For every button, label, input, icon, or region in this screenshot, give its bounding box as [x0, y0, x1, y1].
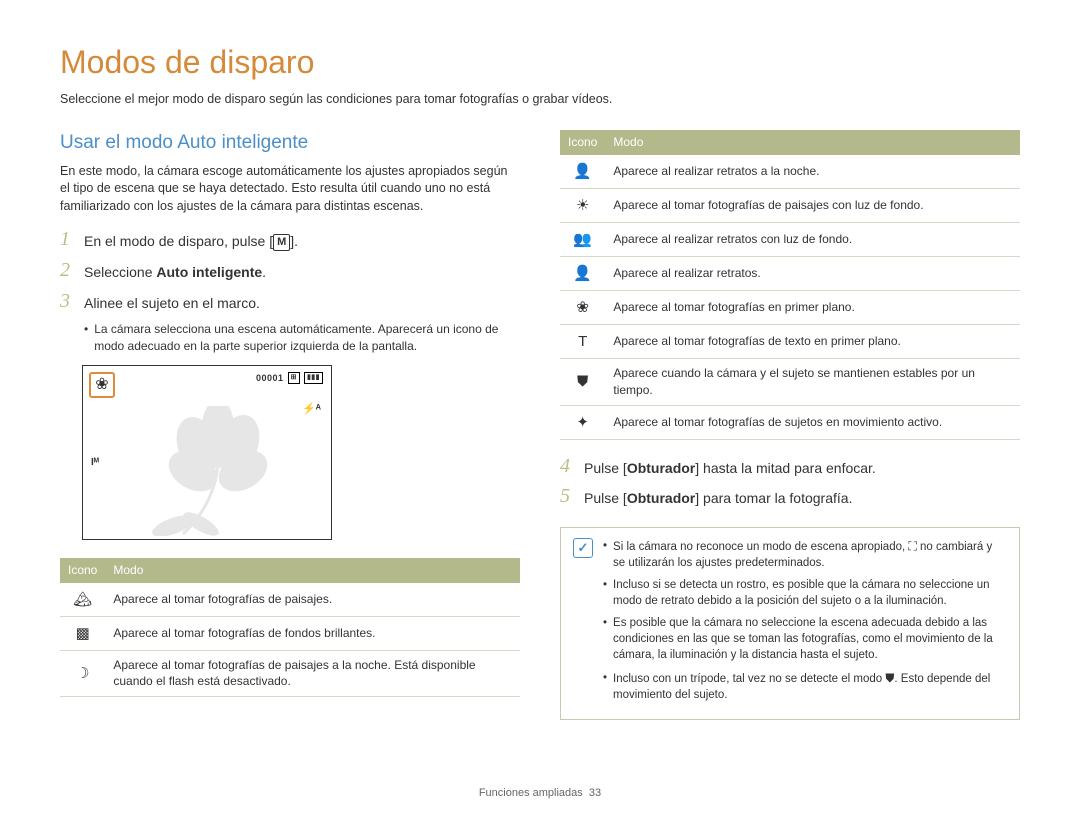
- battery-icon: ▮▮▮: [304, 372, 323, 384]
- memory-icon: ⊞: [288, 372, 300, 384]
- section-intro: En este modo, la cámara escoge automátic…: [60, 163, 520, 216]
- mode-icon: ▩: [60, 616, 105, 650]
- note-icon: ✓: [573, 538, 593, 558]
- step-text: En el modo de disparo, pulse [M].: [84, 229, 298, 252]
- table-header-modo: Modo: [605, 130, 1020, 155]
- preview-mode-label: Iᴹ: [91, 456, 99, 470]
- table-row: ☀Aparece al tomar fotografías de paisaje…: [560, 189, 1020, 223]
- mode-desc: Aparece al tomar fotografías de texto en…: [605, 325, 1020, 359]
- mode-icon: ❀: [560, 291, 605, 325]
- mode-icon: ☽: [60, 650, 105, 697]
- table-row: ⛊Aparece cuando la cámara y el sujeto se…: [560, 359, 1020, 406]
- note-item: Incluso con un trípode, tal vez no se de…: [603, 670, 1007, 703]
- step-5: 5 Pulse [Obturador] para tomar la fotogr…: [560, 486, 1020, 509]
- mode-desc: Aparece al tomar fotografías en primer p…: [605, 291, 1020, 325]
- step-1: 1 En el modo de disparo, pulse [M].: [60, 229, 520, 252]
- flash-icon: ⚡ᴬ: [302, 402, 321, 417]
- step-number: 2: [60, 260, 76, 283]
- step-text: Seleccione Auto inteligente.: [84, 260, 266, 283]
- right-column: Icono Modo 👤Aparece al realizar retratos…: [560, 130, 1020, 719]
- table-row: 👤Aparece al realizar retratos a la noche…: [560, 155, 1020, 189]
- inline-mode-icon: ⛶: [908, 539, 916, 553]
- mode-desc: Aparece al tomar fotografías de paisajes…: [105, 583, 520, 617]
- table-row: ❀Aparece al tomar fotografías en primer …: [560, 291, 1020, 325]
- preview-top-status: 00001 ⊞ ▮▮▮: [256, 372, 323, 385]
- note-item: Si la cámara no reconoce un modo de esce…: [603, 538, 1007, 571]
- left-column: Usar el modo Auto inteligente En este mo…: [60, 130, 520, 719]
- mode-icon: ☀: [560, 189, 605, 223]
- table-row: ▩Aparece al tomar fotografías de fondos …: [60, 616, 520, 650]
- mode-icon: ✦: [560, 405, 605, 439]
- step-text: Pulse [Obturador] hasta la mitad para en…: [584, 456, 876, 479]
- step-text: Pulse [Obturador] para tomar la fotograf…: [584, 486, 852, 509]
- step-number: 4: [560, 456, 576, 479]
- camera-screen-preview: ❀ 00001 ⊞ ▮▮▮ ⚡ᴬ Iᴹ: [82, 365, 332, 540]
- table-row: ☽Aparece al tomar fotografías de paisaje…: [60, 650, 520, 697]
- notes-list: Si la cámara no reconoce un modo de esce…: [603, 538, 1007, 709]
- step-4: 4 Pulse [Obturador] hasta la mitad para …: [560, 456, 1020, 479]
- mode-icon: 🏔: [60, 583, 105, 617]
- step-number: 5: [560, 486, 576, 509]
- mode-icon: ⛊: [560, 359, 605, 406]
- content-columns: Usar el modo Auto inteligente En este mo…: [60, 130, 1020, 719]
- page-footer: Funciones ampliadas 33: [0, 786, 1080, 801]
- note-item: Es posible que la cámara no seleccione l…: [603, 615, 1007, 663]
- mode-badge-icon: ❀: [89, 372, 115, 398]
- mode-icon: 👤: [560, 257, 605, 291]
- mode-desc: Aparece al realizar retratos.: [605, 257, 1020, 291]
- mode-desc: Aparece al tomar fotografías de fondos b…: [105, 616, 520, 650]
- table-header-icono: Icono: [60, 558, 105, 583]
- step-2: 2 Seleccione Auto inteligente.: [60, 260, 520, 283]
- table-row: 👤Aparece al realizar retratos.: [560, 257, 1020, 291]
- table-header-icono: Icono: [560, 130, 605, 155]
- mode-desc: Aparece al tomar fotografías de paisajes…: [605, 189, 1020, 223]
- step-number: 1: [60, 229, 76, 252]
- mode-table-right: Icono Modo 👤Aparece al realizar retratos…: [560, 130, 1020, 439]
- table-row: TAparece al tomar fotografías de texto e…: [560, 325, 1020, 359]
- mode-desc: Aparece al tomar fotografías de sujetos …: [605, 405, 1020, 439]
- mode-table-left: Icono Modo 🏔Aparece al tomar fotografías…: [60, 558, 520, 697]
- mode-icon: T: [560, 325, 605, 359]
- page-title: Modos de disparo: [60, 40, 1020, 85]
- table-row: 🏔Aparece al tomar fotografías de paisaje…: [60, 583, 520, 617]
- mode-desc: Aparece al realizar retratos a la noche.: [605, 155, 1020, 189]
- step-3: 3 Alinee el sujeto en el marco.: [60, 291, 520, 314]
- step-text: Alinee el sujeto en el marco.: [84, 291, 260, 314]
- table-header-modo: Modo: [105, 558, 520, 583]
- inline-mode-icon: ⛊: [885, 671, 894, 685]
- note-item: Incluso si se detecta un rostro, es posi…: [603, 577, 1007, 609]
- mode-key-icon: M: [273, 234, 290, 251]
- section-heading: Usar el modo Auto inteligente: [60, 130, 520, 157]
- mode-icon: 👥: [560, 223, 605, 257]
- flower-silhouette-icon: [143, 406, 303, 536]
- bullet: La cámara selecciona una escena automáti…: [84, 321, 520, 355]
- mode-icon: 👤: [560, 155, 605, 189]
- mode-desc: Aparece cuando la cámara y el sujeto se …: [605, 359, 1020, 406]
- mode-desc: Aparece al tomar fotografías de paisajes…: [105, 650, 520, 697]
- note-box: ✓ Si la cámara no reconoce un modo de es…: [560, 527, 1020, 720]
- step-number: 3: [60, 291, 76, 314]
- page-intro: Seleccione el mejor modo de disparo segú…: [60, 91, 1020, 109]
- step-3-bullets: La cámara selecciona una escena automáti…: [84, 321, 520, 355]
- table-row: 👥Aparece al realizar retratos con luz de…: [560, 223, 1020, 257]
- table-row: ✦Aparece al tomar fotografías de sujetos…: [560, 405, 1020, 439]
- mode-desc: Aparece al realizar retratos con luz de …: [605, 223, 1020, 257]
